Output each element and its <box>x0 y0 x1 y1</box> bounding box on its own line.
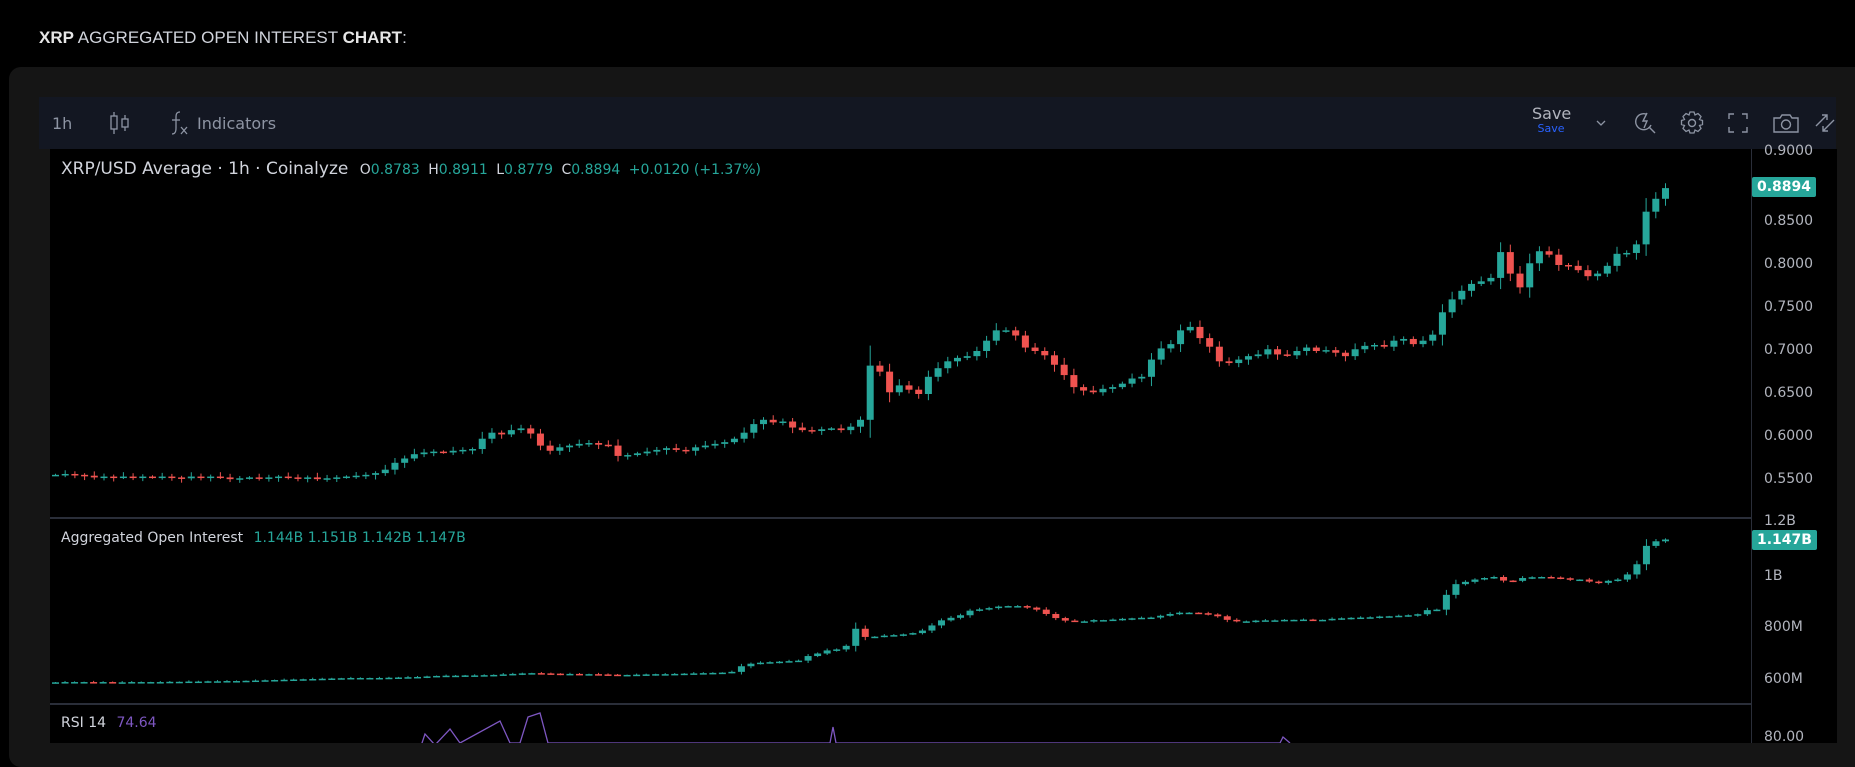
title-part: XRP <box>39 28 74 47</box>
chart-area[interactable]: XRP/USD Average · 1h · Coinalyze O0.8783… <box>50 143 1837 745</box>
oi-high: 1.151B <box>307 530 358 546</box>
axis-tick: 80.00 <box>1764 729 1805 745</box>
popout-arrows-icon <box>1813 111 1837 135</box>
candles-icon <box>109 111 131 135</box>
price-change: +0.0120 (+1.37%) <box>628 162 762 178</box>
axis-tick: 1B <box>1764 568 1783 584</box>
price-axis[interactable]: 0.9000 0.8500 0.8000 0.7500 0.7000 0.650… <box>1751 143 1837 745</box>
title-part: : <box>402 28 407 47</box>
save-button[interactable]: Save Save <box>1532 104 1572 135</box>
oi-open: 1.144B <box>253 530 304 546</box>
quick-search-button[interactable] <box>1632 97 1658 149</box>
axis-tick: 0.7500 <box>1764 299 1813 315</box>
gear-icon <box>1679 110 1705 136</box>
candles-plot[interactable] <box>50 149 1751 743</box>
chart-type-button[interactable] <box>109 97 131 149</box>
screenshot-button[interactable] <box>1772 97 1800 149</box>
ohlc-high: H0.8911 <box>428 162 488 178</box>
axis-tick: 0.5500 <box>1764 471 1813 487</box>
axis-tick: 0.8500 <box>1764 213 1813 229</box>
main-legend: XRP/USD Average · 1h · Coinalyze O0.8783… <box>61 159 761 179</box>
axis-tick: 1.2B <box>1764 513 1796 529</box>
title-part: CHART <box>342 28 403 47</box>
indicators-button[interactable]: Indicators <box>169 97 276 149</box>
axis-tick: 0.7000 <box>1764 342 1813 358</box>
last-price-tag: 0.8894 <box>1752 177 1817 197</box>
rsi-title: RSI 14 <box>61 715 107 731</box>
axis-tick: 0.6000 <box>1764 428 1813 444</box>
ohlc-close: C0.8894 <box>561 162 621 178</box>
settings-button[interactable] <box>1679 97 1705 149</box>
save-dropdown-button[interactable] <box>1594 97 1608 149</box>
popout-button[interactable] <box>1813 97 1837 149</box>
fx-icon <box>169 110 189 136</box>
interval-label: 1h <box>52 113 73 133</box>
ohlc-open: O0.8783 <box>359 162 420 178</box>
camera-icon <box>1772 111 1800 135</box>
fullscreen-button[interactable] <box>1727 97 1749 149</box>
page-title: XRP AGGREGATED OPEN INTEREST CHART: <box>39 28 407 48</box>
chart-toolbar: 1h Indicators Save Save <box>39 97 1836 149</box>
rsi-value: 74.64 <box>116 715 157 731</box>
axis-tick: 0.8000 <box>1764 256 1813 272</box>
chevron-down-icon <box>1594 118 1608 128</box>
last-oi-tag: 1.147B <box>1752 530 1817 550</box>
rsi-legend: RSI 14 74.64 <box>61 715 157 731</box>
save-sublabel: Save <box>1537 122 1565 135</box>
ohlc-low: L0.8779 <box>496 162 554 178</box>
fullscreen-icon <box>1727 112 1749 134</box>
symbol-title: XRP/USD Average · 1h · Coinalyze <box>61 159 349 179</box>
axis-tick: 0.9000 <box>1764 143 1813 159</box>
interval-button[interactable]: 1h <box>52 97 72 149</box>
oi-title: Aggregated Open Interest <box>61 530 244 546</box>
oi-low: 1.142B <box>361 530 412 546</box>
indicators-label: Indicators <box>197 113 277 133</box>
axis-tick: 800M <box>1764 619 1803 635</box>
axis-tick: 0.6500 <box>1764 385 1813 401</box>
axis-tick: 600M <box>1764 671 1803 687</box>
pane-divider[interactable] <box>50 517 1836 519</box>
save-label: Save <box>1532 104 1572 123</box>
title-part: AGGREGATED OPEN INTEREST <box>73 28 343 47</box>
oi-legend: Aggregated Open Interest 1.144B 1.151B 1… <box>61 530 466 546</box>
quick-search-icon <box>1632 110 1658 136</box>
pane-divider[interactable] <box>50 703 1836 705</box>
oi-close: 1.147B <box>415 530 466 546</box>
